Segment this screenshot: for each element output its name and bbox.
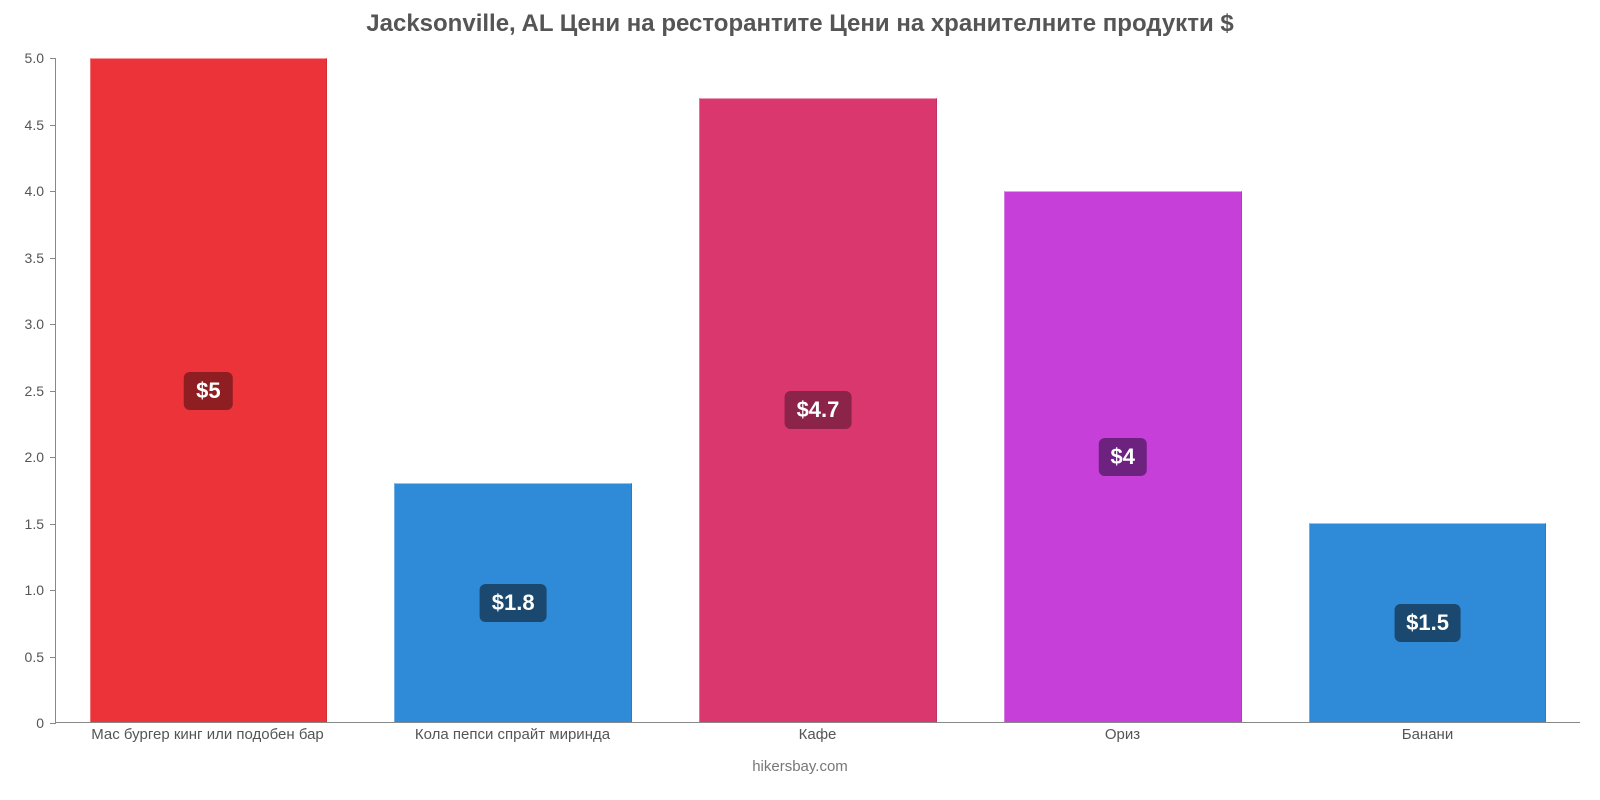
y-tick-label: 4.5	[5, 117, 50, 133]
y-tick-label: 3.5	[5, 250, 50, 266]
price-bar-chart: Jacksonville, AL Цени на ресторантите Це…	[0, 0, 1600, 800]
x-tick-label: Мас бургер кинг или подобен бар	[55, 718, 360, 743]
bar-slot: $5	[56, 58, 361, 722]
y-tick-label: 5.0	[5, 50, 50, 66]
bar-slot: $4	[970, 58, 1275, 722]
value-badge: $4.7	[785, 391, 852, 429]
y-axis: 00.51.01.52.02.53.03.54.04.55.0	[5, 58, 50, 723]
y-tick-label: 2.0	[5, 449, 50, 465]
x-tick-label: Банани	[1275, 718, 1580, 743]
value-badge: $1.8	[480, 584, 547, 622]
bar-slot: $1.8	[361, 58, 666, 722]
bar: $5	[90, 58, 328, 722]
bars-container: $5 $1.8 $4.7 $4 $1.5	[55, 58, 1580, 723]
bar: $1.5	[1309, 523, 1547, 722]
bar-slot: $1.5	[1275, 58, 1580, 722]
x-axis-labels: Мас бургер кинг или подобен барКола пепс…	[55, 718, 1580, 743]
y-tick-label: 1.5	[5, 516, 50, 532]
value-badge: $4	[1099, 438, 1147, 476]
x-tick-label: Кафе	[665, 718, 970, 743]
chart-caption: hikersbay.com	[0, 758, 1600, 775]
plot-area: 00.51.01.52.02.53.03.54.04.55.0 $5$1.8$4…	[55, 58, 1580, 723]
value-badge: $1.5	[1394, 604, 1461, 642]
value-badge: $5	[184, 372, 232, 410]
chart-title: Jacksonville, AL Цени на ресторантите Це…	[20, 10, 1580, 38]
x-tick-label: Кола пепси спрайт миринда	[360, 718, 665, 743]
y-tick-label: 2.5	[5, 383, 50, 399]
y-tick-label: 0.5	[5, 649, 50, 665]
bar: $4	[1004, 191, 1242, 722]
y-tick-label: 0	[5, 715, 50, 731]
y-tick-label: 3.0	[5, 316, 50, 332]
bar: $1.8	[394, 483, 632, 722]
bar-slot: $4.7	[666, 58, 971, 722]
y-tick-label: 4.0	[5, 183, 50, 199]
y-tick-label: 1.0	[5, 582, 50, 598]
x-tick-label: Ориз	[970, 718, 1275, 743]
bar: $4.7	[699, 98, 937, 722]
